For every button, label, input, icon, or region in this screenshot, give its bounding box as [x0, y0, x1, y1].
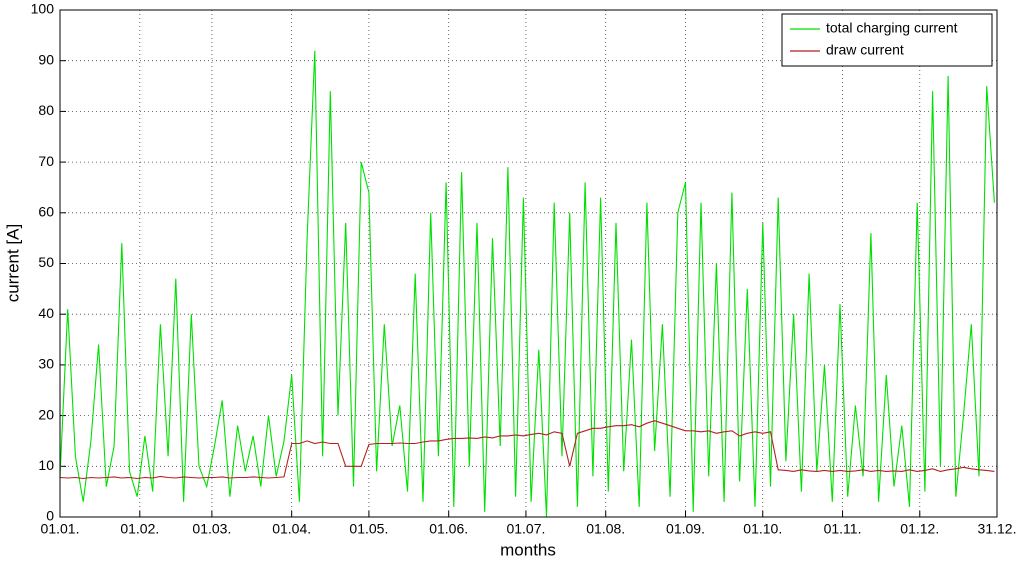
- y-tick-label: 50: [38, 254, 54, 270]
- x-tick-label: 01.09.: [666, 521, 705, 537]
- legend: total charging current draw current: [781, 13, 993, 67]
- x-tick-label: 31.12.: [978, 521, 1017, 537]
- x-tick-label: 01.11.: [824, 521, 862, 537]
- y-tick-label: 90: [38, 51, 54, 67]
- x-tick-label: 01.07.: [506, 521, 545, 537]
- x-tick-label: 01.01.: [41, 521, 80, 537]
- x-tick-label: 01.06.: [429, 521, 468, 537]
- x-tick-label: 01.03.: [192, 521, 231, 537]
- x-tick-label: 01.12.: [900, 521, 939, 537]
- legend-label: total charging current: [826, 20, 958, 36]
- x-tick-label: 01.08.: [586, 521, 625, 537]
- x-tick-label: 01.05.: [349, 521, 388, 537]
- y-tick-label: 40: [38, 305, 54, 321]
- y-axis-label: current [A]: [3, 224, 22, 302]
- legend-box: [781, 13, 993, 67]
- x-tick-label: 01.10.: [743, 521, 782, 537]
- plot-frame: [59, 9, 998, 518]
- y-tick-label: 70: [38, 153, 54, 169]
- y-tick-label: 20: [38, 406, 54, 422]
- series-line: [59, 50, 995, 518]
- legend-label: draw current: [826, 42, 904, 58]
- y-tick-label: 10: [38, 457, 54, 473]
- y-tick-label: 60: [38, 204, 54, 220]
- y-tick-label: 0: [46, 508, 54, 524]
- series-line: [59, 420, 995, 480]
- y-tick-label: 80: [38, 102, 54, 118]
- x-tick-label: 01.04.: [272, 521, 311, 537]
- x-axis-label: months: [500, 540, 556, 559]
- y-tick-label: 100: [31, 1, 55, 17]
- y-tick-label: 30: [38, 356, 54, 372]
- x-tick-label: 01.02.: [120, 521, 159, 537]
